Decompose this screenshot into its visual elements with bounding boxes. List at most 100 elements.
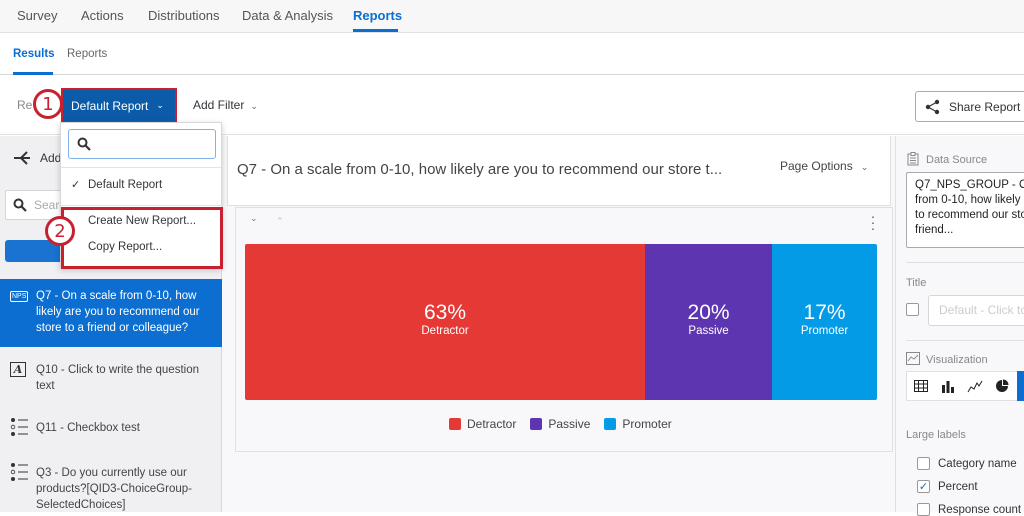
title-label: Title bbox=[906, 277, 927, 289]
nps-stacked-bar: 63% Detractor 20% Passive 17% Promoter bbox=[245, 244, 877, 400]
divider bbox=[906, 262, 1024, 263]
page-header bbox=[227, 136, 891, 206]
sidebar-item-q7[interactable]: NPS Q7 - On a scale from 0-10, how likel… bbox=[0, 279, 222, 347]
data-source-label: Data Source bbox=[926, 154, 988, 166]
share-report-label: Share Report bbox=[949, 99, 1021, 114]
chart-legend: Detractor Passive Promoter bbox=[449, 417, 686, 431]
sidebar-item-text: Q3 - Do you currently use our products?[… bbox=[36, 467, 192, 511]
segment-value: 17% bbox=[803, 301, 846, 324]
viz-option-breakdown-bar-selected[interactable] bbox=[1017, 371, 1024, 401]
title-input[interactable]: Default - Click to edit bbox=[928, 295, 1024, 326]
response-count-checkbox[interactable] bbox=[917, 503, 930, 516]
menu-item-copy-report[interactable]: Copy Report... bbox=[88, 241, 163, 253]
bar-segment-promoter[interactable]: 17% Promoter bbox=[772, 244, 877, 400]
legend-item-detractor[interactable]: Detractor bbox=[449, 417, 516, 431]
add-page-button[interactable]: Add bbox=[12, 150, 61, 166]
bar-segment-detractor[interactable]: 63% Detractor bbox=[245, 244, 646, 400]
active-tab-indicator bbox=[353, 29, 398, 32]
legend-item-promoter[interactable]: Promoter bbox=[604, 417, 672, 431]
viz-option-line[interactable] bbox=[961, 380, 988, 393]
data-source-line: from 0-10, how likely are you bbox=[915, 194, 1024, 206]
sidebar-item-q10[interactable]: A Q10 - Click to write the question text bbox=[0, 362, 222, 402]
line-chart-icon bbox=[967, 380, 982, 392]
bar-chart-icon bbox=[941, 380, 954, 393]
tab-data-analysis[interactable]: Data & Analysis bbox=[242, 8, 334, 23]
menu-item-create-new-report[interactable]: Create New Report... bbox=[88, 215, 197, 227]
response-count-label: Response count bbox=[938, 504, 1022, 516]
category-name-checkbox[interactable] bbox=[917, 457, 930, 470]
pie-chart-icon bbox=[995, 379, 1008, 392]
bar-segment-passive[interactable]: 20% Passive bbox=[645, 244, 773, 400]
chevron-down-icon: ⌄ bbox=[860, 162, 869, 172]
annotation-step-1: 1 bbox=[33, 89, 63, 119]
large-labels-heading: Large labels bbox=[906, 429, 966, 441]
clipboard-icon bbox=[907, 152, 919, 166]
page-options-label: Page Options bbox=[780, 159, 853, 173]
report-selector-label: Default Report bbox=[71, 98, 149, 113]
text-entry-icon: A bbox=[10, 362, 26, 377]
divider bbox=[61, 167, 221, 168]
subtab-reports[interactable]: Reports bbox=[67, 48, 108, 60]
sidebar-item-text: Q10 - Click to write the question text bbox=[36, 364, 199, 392]
chevron-down-icon: ⌄ bbox=[156, 100, 164, 110]
sidebar-item-text: Q7 - On a scale from 0-10, how likely ar… bbox=[36, 290, 200, 334]
check-icon: ✓ bbox=[71, 179, 81, 191]
sidebar-item-q3[interactable]: Q3 - Do you currently use our products?[… bbox=[0, 463, 222, 515]
data-source-line: friend... bbox=[915, 224, 954, 236]
report-dropdown-menu: ✓ Default Report Create New Report... Co… bbox=[60, 122, 223, 269]
move-up-icon[interactable]: ⌃ bbox=[276, 216, 284, 226]
report-search-input[interactable] bbox=[68, 129, 216, 159]
report-selector-button[interactable]: Default Report ⌄ bbox=[61, 88, 177, 123]
nps-icon: NPS bbox=[10, 291, 29, 302]
legend-label: Passive bbox=[548, 417, 591, 431]
legend-swatch bbox=[604, 418, 617, 430]
annotation-highlight-box bbox=[61, 207, 223, 269]
sub-nav: Results Reports bbox=[0, 33, 1024, 75]
sidebar-item-q11[interactable]: Q11 - Checkbox test bbox=[0, 418, 222, 440]
data-source-line: Q7_NPS_GROUP - On a scale bbox=[915, 179, 1024, 191]
segment-value: 20% bbox=[687, 301, 730, 324]
legend-swatch bbox=[449, 418, 461, 430]
page-options-button[interactable]: Page Options ⌄ bbox=[780, 159, 868, 173]
tab-distributions[interactable]: Distributions bbox=[148, 8, 220, 23]
report-label: Re bbox=[17, 98, 33, 112]
segment-label: Promoter bbox=[800, 325, 849, 337]
viz-option-bar[interactable] bbox=[934, 380, 961, 393]
percent-checkbox[interactable]: ✓ bbox=[917, 480, 930, 493]
top-nav: Survey Actions Distributions Data & Anal… bbox=[0, 0, 1024, 33]
segment-label: Detractor bbox=[421, 325, 469, 337]
viz-option-table[interactable] bbox=[907, 380, 934, 392]
tab-survey[interactable]: Survey bbox=[17, 8, 58, 23]
annotation-step-2: 2 bbox=[45, 216, 75, 246]
segment-value: 63% bbox=[424, 301, 467, 324]
search-icon bbox=[77, 137, 91, 151]
visualization-icon bbox=[906, 352, 920, 365]
category-name-label: Category name bbox=[938, 458, 1017, 470]
percent-label: Percent bbox=[938, 481, 978, 493]
search-icon bbox=[13, 198, 27, 212]
viz-option-pie[interactable] bbox=[988, 379, 1015, 393]
page-title: Q7 - On a scale from 0-10, how likely ar… bbox=[237, 161, 723, 178]
tab-reports[interactable]: Reports bbox=[353, 8, 403, 23]
legend-item-passive[interactable]: Passive bbox=[530, 417, 590, 431]
share-report-button[interactable]: Share Report bbox=[915, 91, 1024, 122]
add-page-icon bbox=[14, 151, 30, 165]
data-source-select[interactable]: Q7_NPS_GROUP - On a scale from 0-10, how… bbox=[906, 172, 1024, 248]
add-label: Add bbox=[40, 151, 62, 165]
subtab-results[interactable]: Results bbox=[13, 48, 55, 60]
share-icon bbox=[925, 99, 940, 114]
tab-actions[interactable]: Actions bbox=[81, 8, 124, 23]
title-checkbox[interactable] bbox=[906, 303, 919, 316]
data-source-line: to recommend our store to a bbox=[915, 209, 1024, 221]
table-icon bbox=[913, 380, 928, 392]
legend-label: Detractor bbox=[467, 417, 517, 431]
multiple-choice-icon bbox=[10, 463, 28, 481]
add-filter-button[interactable]: Add Filter ⌄ bbox=[193, 98, 258, 112]
visualization-label: Visualization bbox=[926, 354, 988, 366]
add-filter-label: Add Filter bbox=[193, 98, 245, 112]
move-down-icon[interactable]: ⌄ bbox=[250, 213, 258, 223]
legend-swatch bbox=[530, 418, 543, 430]
widget-menu-icon[interactable]: · · · bbox=[870, 208, 876, 236]
visualization-picker bbox=[906, 371, 1024, 401]
menu-item-default-report[interactable]: Default Report bbox=[88, 179, 163, 191]
